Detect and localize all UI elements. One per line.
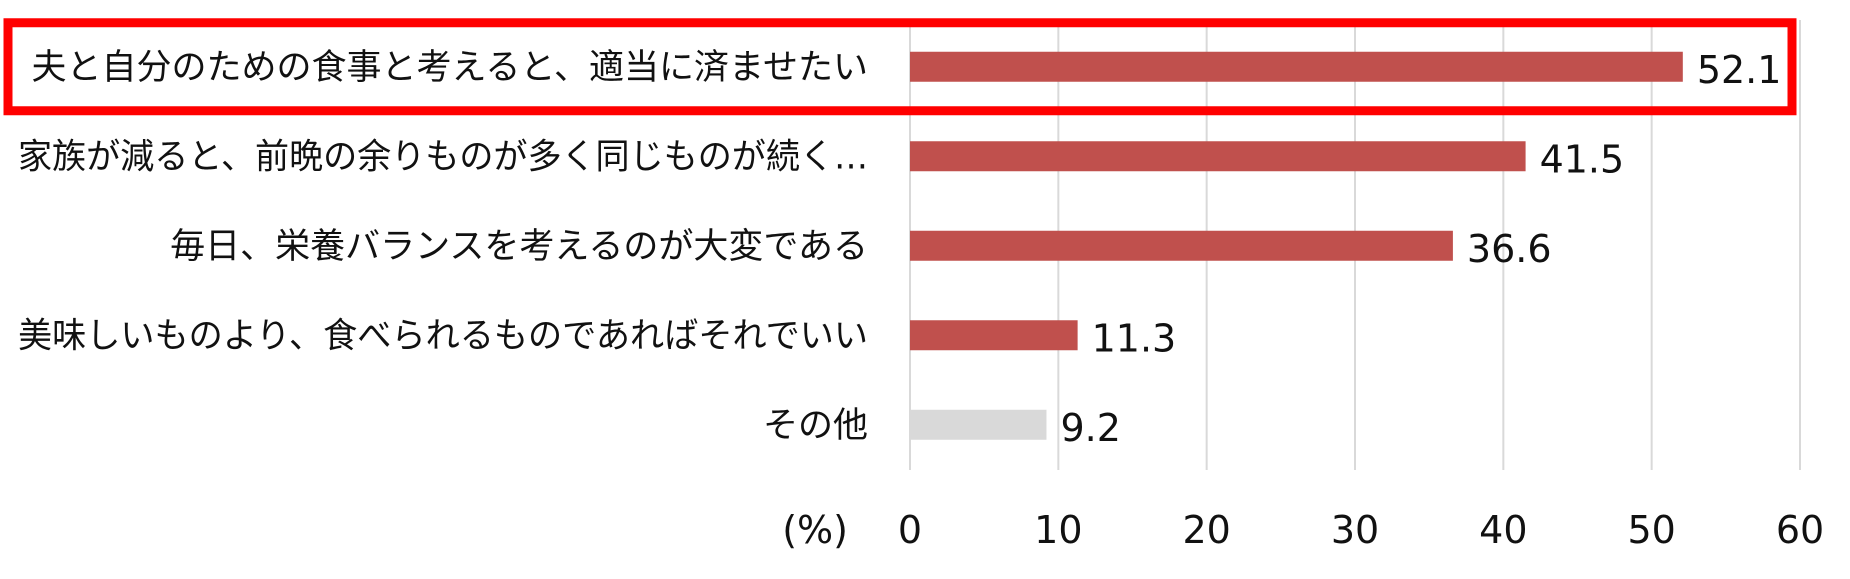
category-label: 毎日、栄養バランスを考えるのが大変である	[170, 227, 868, 267]
bar	[910, 51, 1683, 82]
category-label: 夫と自分のための食事と考えると、適当に済ませたい	[31, 48, 868, 88]
value-labels: 52.1 41.5 36.6 11.3 9.2	[1060, 48, 1781, 450]
value-label: 11.3	[1092, 316, 1177, 360]
category-labels: 夫と自分のための食事と考えると、適当に済ませたい家族が減ると、前晩の余りものが多…	[18, 48, 868, 446]
x-tick-label: 40	[1479, 508, 1527, 552]
value-label: 9.2	[1060, 406, 1120, 450]
x-tick-label: 20	[1182, 508, 1230, 552]
bar	[910, 230, 1453, 261]
category-label: 美味しいものより、食べられるものであればそれでいい	[18, 316, 868, 356]
bars	[910, 51, 1683, 440]
bar	[910, 141, 1526, 172]
x-tick-label: 50	[1627, 508, 1675, 552]
category-label: その他	[763, 406, 868, 446]
value-label: 52.1	[1697, 48, 1782, 92]
x-tick-label: 30	[1331, 508, 1379, 552]
bar	[910, 320, 1078, 351]
x-axis-tick-labels: 0 10 20 30 40 50 60	[898, 508, 1824, 552]
x-axis-unit-label: (%)	[782, 508, 848, 552]
category-label: 家族が減ると、前晩の余りものが多く同じものが続く…	[18, 137, 868, 177]
highlight-box	[3, 18, 1797, 116]
x-tick-label: 0	[898, 508, 922, 552]
value-label: 41.5	[1540, 137, 1625, 181]
value-label: 36.6	[1467, 227, 1552, 271]
x-tick-label: 10	[1034, 508, 1082, 552]
bar	[910, 409, 1047, 440]
x-tick-label: 60	[1776, 508, 1824, 552]
